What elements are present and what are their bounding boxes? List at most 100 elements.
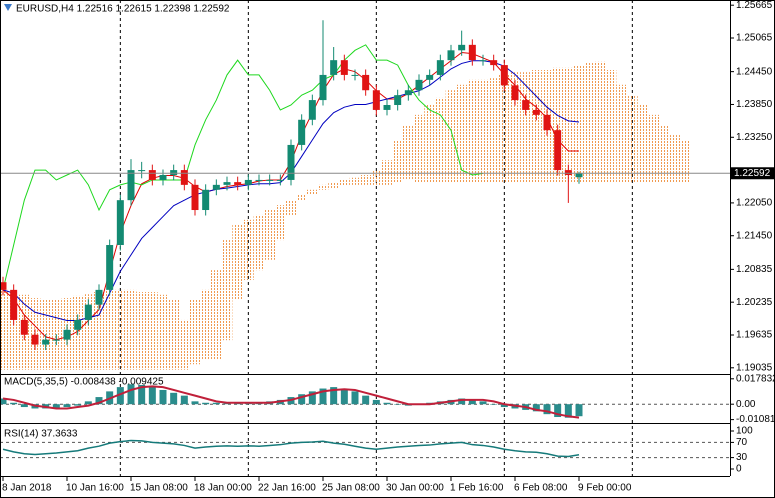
- cloud-strip: [253, 214, 265, 271]
- cloud-strip: [381, 160, 393, 185]
- plot-area: [0, 0, 730, 476]
- candle-body: [95, 289, 103, 305]
- cloud-strip: [200, 289, 211, 360]
- macd-bar: [490, 404, 498, 405]
- cloud-strip: [83, 294, 94, 370]
- cloud-strip: [467, 79, 478, 183]
- x-tick-label: 9 Feb 00:00: [578, 483, 632, 494]
- candle-body: [191, 184, 199, 211]
- macd-bar: [330, 387, 338, 405]
- macd-bar: [319, 388, 327, 405]
- candle-body: [266, 179, 274, 181]
- macd-bar: [351, 391, 359, 405]
- macd-bar: [308, 391, 316, 405]
- cloud-strip: [445, 90, 457, 183]
- rsi-title: RSI(14) 37.3633: [4, 429, 78, 440]
- cloud-strip: [115, 289, 126, 370]
- cloud-strip: [189, 299, 201, 365]
- cloud-strip: [520, 72, 531, 183]
- candle-body: [31, 334, 39, 345]
- macd-bar: [148, 387, 156, 405]
- rsi-line: [2, 439, 580, 458]
- last-price-label: 1.22592: [734, 168, 771, 179]
- candle-body: [106, 245, 114, 290]
- y-tick-label: 30: [736, 452, 748, 463]
- y-tick-label: 0.00: [736, 399, 756, 410]
- macd-bar: [394, 404, 402, 405]
- candle-body: [458, 44, 466, 51]
- x-tick-label: 15 Jan 08:00: [130, 483, 188, 494]
- macd-bar: [10, 402, 18, 405]
- cloud-strip: [349, 177, 361, 185]
- candle-body: [298, 119, 306, 145]
- macd-bar: [159, 389, 167, 405]
- cloud-strip: [413, 114, 425, 183]
- cloud-strip: [669, 135, 681, 183]
- candle-body: [340, 60, 348, 75]
- candle-body: [170, 170, 178, 176]
- candle-body: [404, 90, 412, 96]
- candle-body: [159, 175, 167, 180]
- macd-bar: [84, 401, 92, 405]
- y-tick-label: 1.21450: [736, 230, 773, 241]
- symbol-icon: [4, 4, 12, 11]
- macd-bar: [95, 397, 103, 405]
- cloud-strip: [509, 72, 521, 183]
- macd-bar: [212, 402, 220, 405]
- y-tick-label: 70: [736, 437, 748, 448]
- candle-body: [63, 329, 71, 340]
- macd-bar: [202, 402, 210, 405]
- macd-bar: [543, 404, 551, 415]
- candle-body: [564, 170, 572, 176]
- y-tick-label: 1.25065: [736, 33, 773, 44]
- cloud-strip: [605, 70, 617, 183]
- macd-bar: [362, 395, 370, 405]
- y-tick-label: 1.25665: [736, 0, 773, 11]
- macd-bar: [468, 399, 476, 405]
- candle-body: [447, 50, 455, 61]
- y-tick-label: 0: [736, 464, 742, 475]
- y-tick-label: 1.22050: [736, 198, 773, 209]
- candle-body: [543, 114, 551, 131]
- cloud-strip: [285, 200, 297, 215]
- macd-bar: [20, 404, 28, 408]
- macd-bar: [191, 401, 199, 405]
- cloud-strip: [179, 319, 190, 370]
- candle-body: [426, 74, 434, 80]
- x-tick-label: 25 Jan 08:00: [322, 483, 380, 494]
- macd-bar: [458, 398, 466, 405]
- cloud-strip: [211, 270, 222, 360]
- candle-body: [244, 179, 252, 185]
- candle-body: [394, 95, 402, 106]
- macd-bar: [0, 398, 7, 405]
- cloud-strip: [456, 84, 467, 183]
- x-tick-label: 18 Jan 00:00: [194, 483, 252, 494]
- macd-bar: [479, 401, 487, 405]
- y-tick-label: 1.23250: [736, 132, 773, 143]
- candle-body: [42, 339, 50, 345]
- cloud-strip: [136, 292, 147, 370]
- candle-body: [522, 100, 530, 110]
- cloud-strip: [488, 78, 499, 183]
- macd-bar: [340, 388, 348, 405]
- y-tick-label: -0.010819: [736, 414, 775, 425]
- cloud-strip: [275, 205, 286, 241]
- x-tick-label: 10 Jan 16:00: [66, 483, 124, 494]
- x-tick-label: 8 Jan 2018: [2, 483, 52, 494]
- candle-body: [84, 304, 92, 320]
- candle-body: [362, 74, 370, 91]
- cloud-strip: [296, 194, 307, 201]
- cloud-strip: [595, 61, 606, 183]
- y-tick-label: 1.19035: [736, 362, 773, 373]
- candle-body: [234, 182, 242, 185]
- cloud-strip: [477, 79, 489, 183]
- macd-bar: [127, 384, 135, 405]
- cloud-strip: [243, 219, 254, 281]
- y-tick-label: 100: [736, 426, 753, 437]
- candle-body: [372, 90, 380, 110]
- macd-bar: [372, 399, 380, 405]
- candle-body: [276, 179, 284, 181]
